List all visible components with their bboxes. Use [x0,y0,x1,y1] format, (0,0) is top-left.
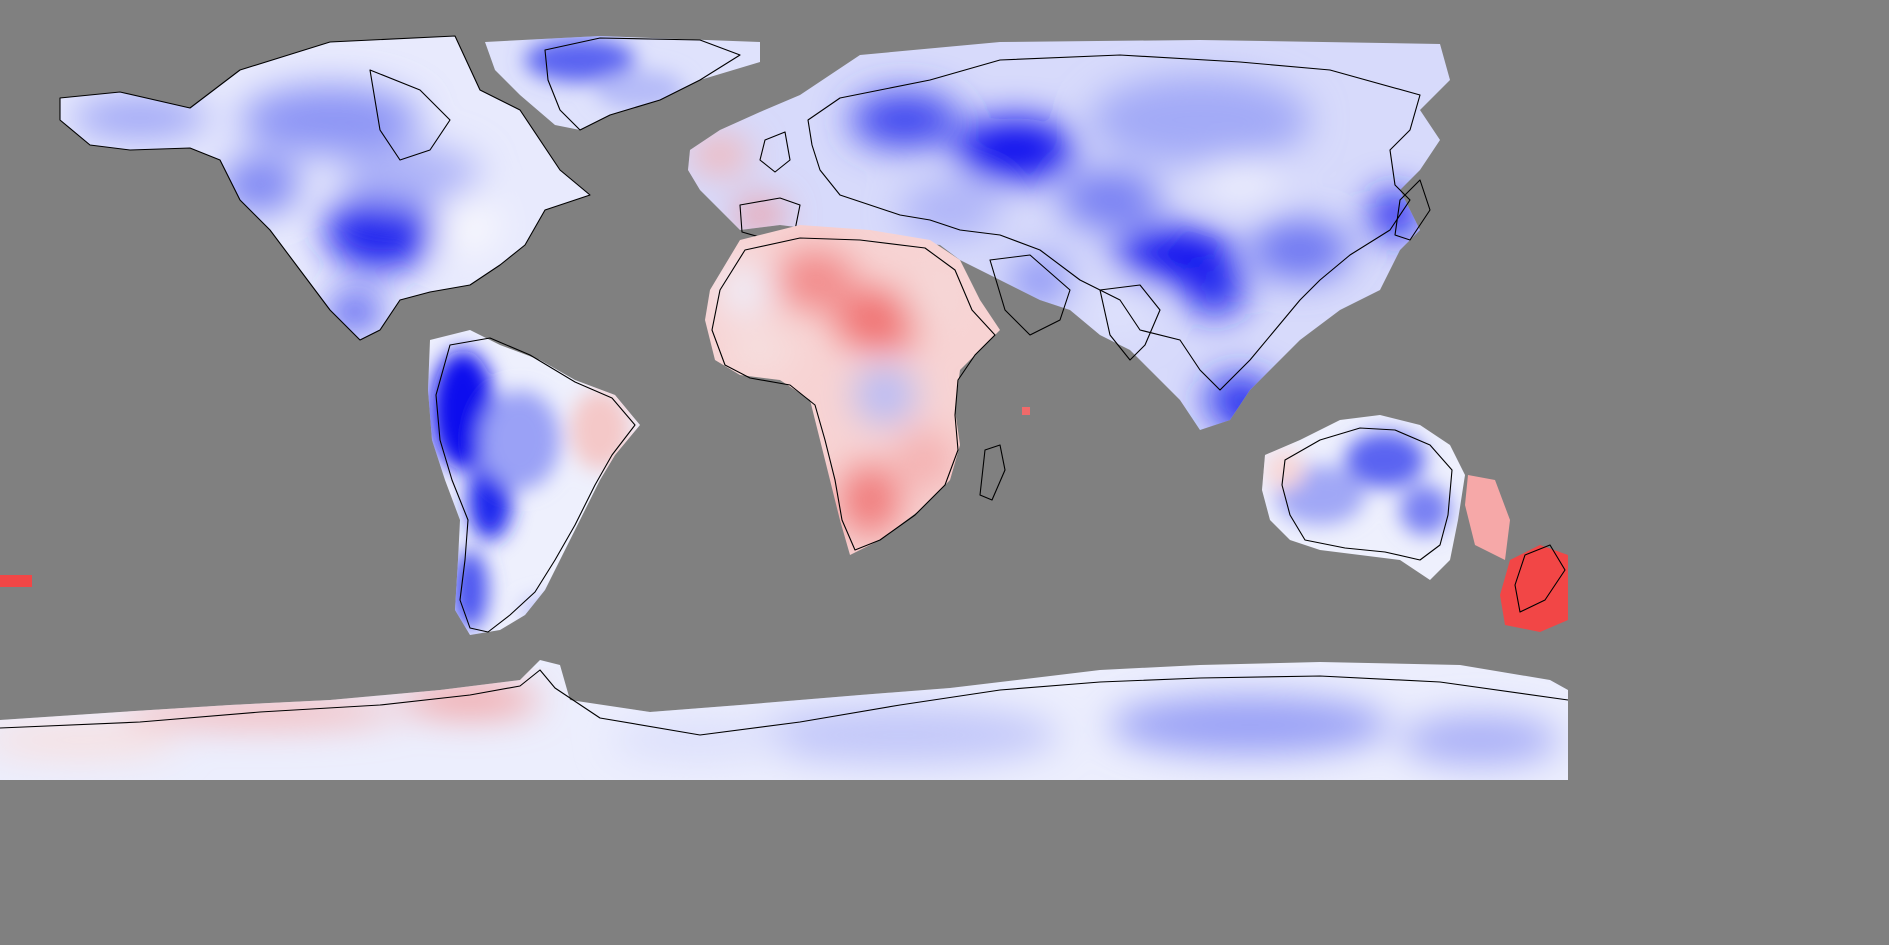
coastline-british-isles [759,131,791,173]
coastline-africa [711,237,996,551]
region-new-zealand [1465,475,1568,632]
coastline-south-america [435,337,636,633]
coastline-japan [1394,179,1431,241]
coastline-new-zealand [1514,544,1566,613]
coastline-madagascar [979,444,1006,501]
coastline-india [1099,284,1161,361]
coastline-greenland [544,37,741,131]
positive-patch-west [0,575,32,587]
coastline-australia [1281,427,1453,561]
coastline-antarctica [0,669,1569,736]
positive-patch-island [1022,407,1030,415]
coastline-arabia [989,254,1071,336]
coastline-eurasia [807,54,1421,391]
coastline-north-america [59,35,591,341]
outside-map-area-bottom [0,782,1889,945]
coastline-hudson-bay [369,69,451,161]
